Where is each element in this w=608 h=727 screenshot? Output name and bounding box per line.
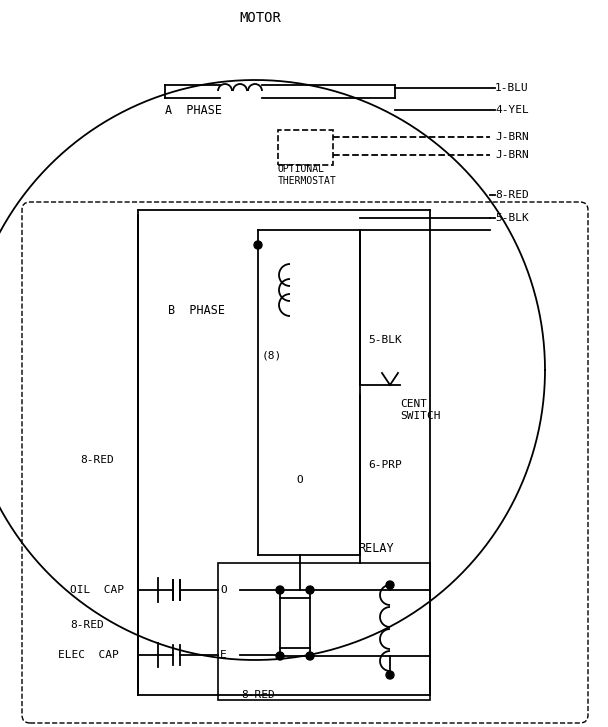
Text: OIL  CAP: OIL CAP bbox=[70, 585, 124, 595]
Text: 8-RED: 8-RED bbox=[241, 690, 275, 700]
Text: MOTOR: MOTOR bbox=[239, 11, 281, 25]
Text: 8-RED: 8-RED bbox=[80, 455, 114, 465]
Text: B  PHASE: B PHASE bbox=[168, 303, 225, 316]
Circle shape bbox=[386, 581, 394, 589]
Text: A  PHASE: A PHASE bbox=[165, 103, 222, 116]
Text: J-BRN: J-BRN bbox=[495, 132, 529, 142]
Text: O: O bbox=[220, 585, 227, 595]
Text: 5-BLK: 5-BLK bbox=[495, 213, 529, 223]
Text: J-BRN: J-BRN bbox=[495, 150, 529, 160]
Text: 8-RED: 8-RED bbox=[70, 620, 104, 630]
Text: 4-YEL: 4-YEL bbox=[495, 105, 529, 115]
Text: RELAY: RELAY bbox=[358, 542, 393, 555]
Text: O: O bbox=[297, 475, 303, 485]
Text: (8): (8) bbox=[262, 350, 282, 360]
Text: 1-BLU: 1-BLU bbox=[495, 83, 529, 93]
Circle shape bbox=[254, 241, 262, 249]
Text: 8-RED: 8-RED bbox=[495, 190, 529, 200]
Text: E: E bbox=[220, 650, 227, 660]
Circle shape bbox=[276, 586, 284, 594]
Circle shape bbox=[386, 671, 394, 679]
Circle shape bbox=[276, 652, 284, 660]
Text: 5-BLK: 5-BLK bbox=[368, 335, 402, 345]
Circle shape bbox=[306, 586, 314, 594]
Text: OPTIONAL
THERMOSTAT: OPTIONAL THERMOSTAT bbox=[278, 164, 337, 186]
Text: CENT
SWITCH: CENT SWITCH bbox=[400, 399, 441, 421]
Text: 6-PRP: 6-PRP bbox=[368, 460, 402, 470]
Text: ELEC  CAP: ELEC CAP bbox=[58, 650, 119, 660]
Circle shape bbox=[306, 652, 314, 660]
